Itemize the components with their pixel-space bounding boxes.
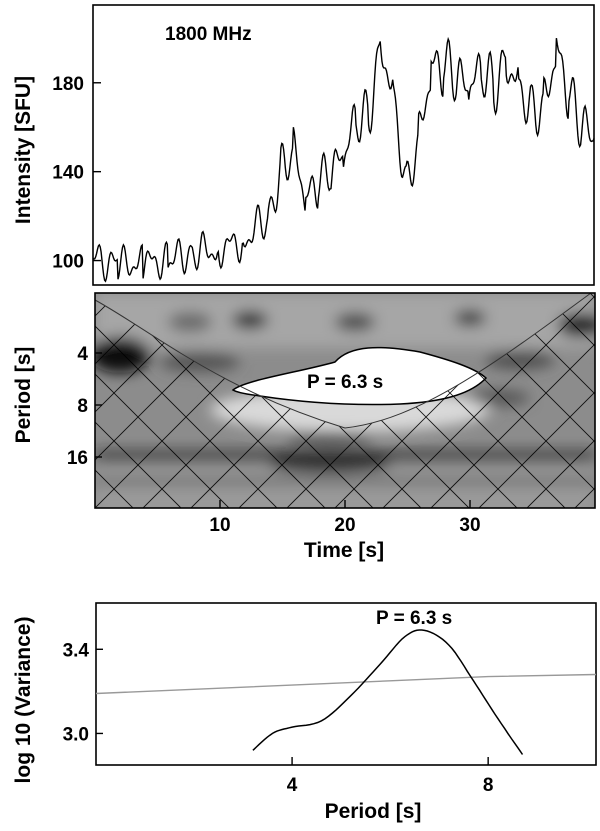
light-curve-y-label: Intensity [SFU] bbox=[12, 76, 35, 224]
x-tick-label: 8 bbox=[483, 775, 494, 796]
wavelet-y-ticks: 4 8 16 bbox=[67, 344, 102, 469]
global-spectrum-curve bbox=[252, 629, 524, 755]
wavelet-power-blobs bbox=[95, 293, 595, 508]
x-tick-label: 4 bbox=[287, 775, 298, 796]
significance-level-line bbox=[96, 673, 596, 695]
global-spectrum-peak-annotation: P = 6.3 s bbox=[376, 608, 452, 629]
wavelet-period-annotation: P = 6.3 s bbox=[307, 372, 383, 393]
wavelet-panel: P = 6.3 s 4 8 16 10 20 30 Period [s] Time [s… bbox=[12, 292, 596, 562]
significance-contour bbox=[231, 346, 488, 406]
x-tick-label: 30 bbox=[459, 515, 480, 536]
wavelet-x-ticks: 10 20 30 bbox=[209, 500, 481, 536]
y-tick-label: 3.4 bbox=[63, 640, 90, 661]
x-tick-label: 20 bbox=[334, 515, 355, 536]
frequency-annotation: 1800 MHz bbox=[165, 24, 252, 45]
global-spectrum-y-ticks: 3.0 3.4 bbox=[63, 640, 103, 745]
y-tick-label: 8 bbox=[77, 396, 88, 417]
y-tick-label: 180 bbox=[52, 74, 84, 95]
wavelet-x-label: Time [s] bbox=[304, 539, 384, 562]
light-curve-frame bbox=[92, 4, 595, 286]
wavelet-heatmap bbox=[95, 293, 595, 508]
y-tick-label: 3.0 bbox=[63, 724, 89, 745]
global-spectrum-frame bbox=[95, 602, 597, 766]
x-tick-label: 10 bbox=[209, 515, 230, 536]
global-spectrum-y-label: log 10 (Variance) bbox=[12, 617, 35, 784]
global-spectrum-x-label: Period [s] bbox=[325, 800, 422, 823]
y-tick-label: 16 bbox=[67, 448, 88, 469]
cone-of-influence-edge bbox=[95, 293, 592, 429]
light-curve-series bbox=[92, 36, 595, 283]
light-curve-y-ticks: 100 140 180 bbox=[52, 74, 101, 273]
light-curve-panel: 1800 MHz 100 140 180 Intensity [SFU] bbox=[12, 4, 595, 286]
wavelet-y-label: Period [s] bbox=[12, 347, 35, 444]
y-tick-label: 140 bbox=[52, 163, 84, 184]
y-tick-label: 100 bbox=[52, 252, 84, 273]
y-tick-label: 4 bbox=[77, 344, 88, 365]
